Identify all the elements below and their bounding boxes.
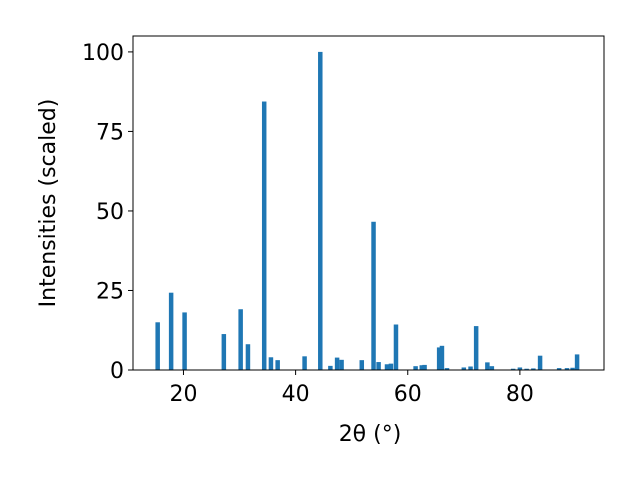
bar bbox=[439, 345, 445, 370]
bar bbox=[275, 360, 280, 370]
y-tick-label: 25 bbox=[96, 279, 124, 304]
bar bbox=[473, 326, 479, 370]
bar bbox=[422, 364, 427, 370]
bar bbox=[413, 366, 418, 370]
bar bbox=[238, 309, 243, 370]
x-axis: 20 40 60 80 bbox=[169, 370, 534, 407]
y-axis-label: Intensities (scaled) bbox=[36, 99, 61, 308]
bar bbox=[339, 359, 344, 370]
y-tick-label: 0 bbox=[110, 359, 124, 384]
bar bbox=[182, 312, 187, 370]
bar bbox=[489, 366, 495, 370]
bar bbox=[524, 368, 529, 370]
bar bbox=[531, 368, 536, 370]
bar bbox=[318, 51, 323, 371]
bar bbox=[328, 365, 333, 370]
bar bbox=[268, 357, 274, 370]
x-tick-label: 20 bbox=[169, 382, 197, 407]
bar bbox=[468, 366, 473, 370]
bar bbox=[556, 368, 562, 370]
bar bbox=[444, 368, 450, 370]
y-tick-label: 75 bbox=[96, 120, 124, 145]
bar bbox=[371, 221, 376, 370]
bar bbox=[570, 367, 575, 370]
bar bbox=[436, 347, 442, 370]
plot-frame bbox=[132, 35, 605, 371]
bar bbox=[485, 362, 490, 370]
bar bbox=[302, 356, 307, 370]
bar bbox=[393, 324, 399, 370]
bar bbox=[155, 322, 160, 370]
y-tick-label: 100 bbox=[82, 41, 124, 66]
bar bbox=[245, 344, 251, 370]
bar bbox=[261, 101, 267, 370]
bar bbox=[537, 355, 543, 370]
y-tick-label: 50 bbox=[96, 200, 124, 225]
y-axis: 0 25 50 75 100 bbox=[82, 41, 133, 384]
bar bbox=[221, 334, 227, 370]
x-tick-label: 60 bbox=[394, 382, 422, 407]
bars-group bbox=[155, 51, 580, 371]
bar bbox=[564, 368, 570, 370]
bar bbox=[384, 364, 390, 370]
x-axis-label: 2θ (°) bbox=[339, 422, 402, 447]
bar bbox=[376, 362, 381, 370]
bar bbox=[359, 360, 365, 370]
bar bbox=[461, 367, 467, 370]
bar bbox=[419, 365, 425, 370]
bar bbox=[574, 354, 580, 370]
bar bbox=[168, 292, 174, 370]
bar bbox=[334, 357, 340, 370]
bar bbox=[510, 368, 516, 370]
bar bbox=[388, 363, 394, 370]
x-tick-label: 80 bbox=[506, 382, 534, 407]
x-tick-label: 40 bbox=[282, 382, 310, 407]
bar bbox=[517, 367, 523, 370]
